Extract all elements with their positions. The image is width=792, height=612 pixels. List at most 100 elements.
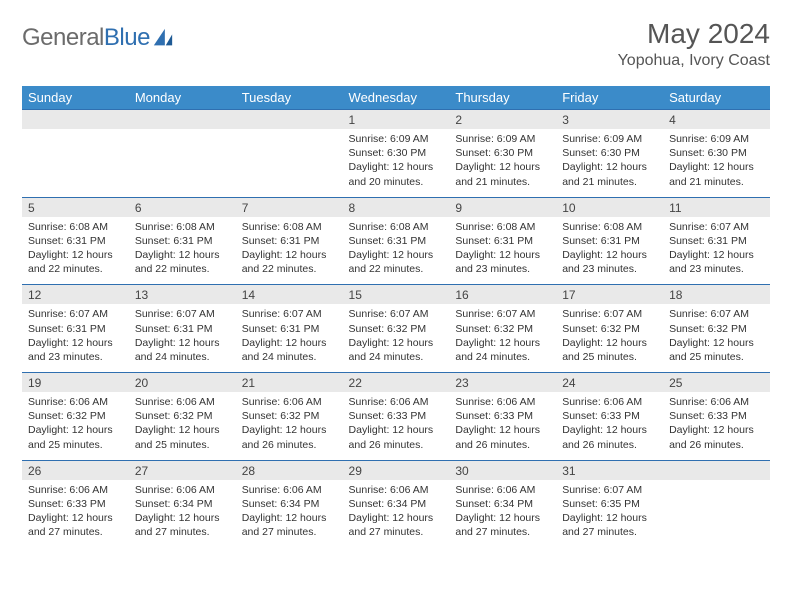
- day-number: 24: [556, 373, 663, 393]
- day-detail: Sunrise: 6:06 AMSunset: 6:32 PMDaylight:…: [129, 392, 236, 460]
- detail-row: Sunrise: 6:06 AM Sunset: 6:33 PM Daylight:…: [22, 480, 770, 548]
- daylight-line: Daylight: 12 hours and 26 minutes.: [562, 423, 657, 451]
- day-detail: Sunrise: 6:06 AMSunset: 6:34 PMDaylight:…: [129, 480, 236, 548]
- sunset-line: Sunset: 6:31 PM: [242, 322, 337, 336]
- sunrise-line: Sunrise: 6:07 AM: [669, 220, 764, 234]
- day-number: 5: [22, 197, 129, 217]
- sunrise-line: Sunrise: 6:07 AM: [455, 307, 550, 321]
- sunset-line: Sunset: 6:34 PM: [455, 497, 550, 511]
- day-detail: Sunrise: 6:06 AMSunset: 6:33 PMDaylight:…: [556, 392, 663, 460]
- day-detail: Sunrise: 6:06 AMSunset: 6:33 PMDaylight:…: [663, 392, 770, 460]
- day-detail: Sunrise: 6:08 AMSunset: 6:31 PMDaylight:…: [556, 217, 663, 285]
- day-detail: [22, 129, 129, 197]
- title-block: May 2024 Yopohua, Ivory Coast: [618, 18, 770, 70]
- day-number: 3: [556, 110, 663, 130]
- day-number: [663, 460, 770, 480]
- sunrise-line: Sunrise: 6:06 AM: [669, 395, 764, 409]
- daylight-line: Daylight: 12 hours and 26 minutes.: [669, 423, 764, 451]
- sunset-line: Sunset: 6:34 PM: [349, 497, 444, 511]
- sunrise-line: Sunrise: 6:08 AM: [28, 220, 123, 234]
- dow-sunday: Sunday: [22, 86, 129, 110]
- day-number: 22: [343, 373, 450, 393]
- sunset-line: Sunset: 6:32 PM: [28, 409, 123, 423]
- sunrise-line: Sunrise: 6:07 AM: [349, 307, 444, 321]
- day-number: 25: [663, 373, 770, 393]
- day-detail: Sunrise: 6:06 AMSunset: 6:32 PMDaylight:…: [236, 392, 343, 460]
- sunrise-line: Sunrise: 6:08 AM: [562, 220, 657, 234]
- day-detail: Sunrise: 6:07 AMSunset: 6:32 PMDaylight:…: [449, 304, 556, 372]
- daylight-line: Daylight: 12 hours and 25 minutes.: [669, 336, 764, 364]
- sunrise-line: Sunrise: 6:09 AM: [562, 132, 657, 146]
- sunset-line: Sunset: 6:32 PM: [242, 409, 337, 423]
- sunset-line: Sunset: 6:30 PM: [455, 146, 550, 160]
- day-number: 28: [236, 460, 343, 480]
- sunset-line: Sunset: 6:31 PM: [669, 234, 764, 248]
- sunrise-line: Sunrise: 6:09 AM: [455, 132, 550, 146]
- sunrise-line: Sunrise: 6:06 AM: [455, 395, 550, 409]
- day-number: 21: [236, 373, 343, 393]
- sunset-line: Sunset: 6:32 PM: [562, 322, 657, 336]
- day-detail: Sunrise: 6:06 AMSunset: 6:33 PMDaylight:…: [449, 392, 556, 460]
- sunset-line: Sunset: 6:32 PM: [455, 322, 550, 336]
- day-detail: [129, 129, 236, 197]
- daylight-line: Daylight: 12 hours and 26 minutes.: [455, 423, 550, 451]
- daylight-line: Daylight: 12 hours and 21 minutes.: [455, 160, 550, 188]
- sunrise-line: Sunrise: 6:08 AM: [455, 220, 550, 234]
- sunset-line: Sunset: 6:30 PM: [349, 146, 444, 160]
- daylight-line: Daylight: 12 hours and 21 minutes.: [562, 160, 657, 188]
- day-number: 8: [343, 197, 450, 217]
- day-number: 15: [343, 285, 450, 305]
- sunrise-line: Sunrise: 6:06 AM: [349, 395, 444, 409]
- day-detail: Sunrise: 6:08 AMSunset: 6:31 PMDaylight:…: [129, 217, 236, 285]
- day-detail: [663, 480, 770, 548]
- sunrise-line: Sunrise: 6:08 AM: [135, 220, 230, 234]
- detail-row: Sunrise: 6:06 AMSunset: 6:32 PMDaylight:…: [22, 392, 770, 460]
- sunrise-line: Sunrise: 6:06 AM: [135, 483, 230, 497]
- daylight-line: Daylight: 12 hours and 23 minutes.: [669, 248, 764, 276]
- sunrise-line: Sunrise: 6:08 AM: [349, 220, 444, 234]
- calendar-table: SundayMondayTuesdayWednesdayThursdayFrid…: [22, 86, 770, 547]
- detail-row: Sunrise: 6:09 AMSunset: 6:30 PMDaylight:…: [22, 129, 770, 197]
- daylight-line: Daylight: 12 hours and 23 minutes.: [562, 248, 657, 276]
- logo-sail-icon: [152, 27, 174, 49]
- day-detail: Sunrise: 6:06 AMSunset: 6:34 PMDaylight:…: [449, 480, 556, 548]
- daylight-line: Daylight: 12 hours and 27 minutes.: [455, 511, 550, 539]
- day-number: [236, 110, 343, 130]
- daylight-line: Daylight: 12 hours and 22 minutes.: [349, 248, 444, 276]
- sunset-line: Sunset: 6:33 PM: [562, 409, 657, 423]
- dow-thursday: Thursday: [449, 86, 556, 110]
- day-detail: Sunrise: 6:09 AMSunset: 6:30 PMDaylight:…: [556, 129, 663, 197]
- day-number: 19: [22, 373, 129, 393]
- sunrise-line: Sunrise: 6:09 AM: [349, 132, 444, 146]
- day-detail: Sunrise: 6:08 AMSunset: 6:31 PMDaylight:…: [343, 217, 450, 285]
- sunrise-line: Sunrise: 6:07 AM: [669, 307, 764, 321]
- day-number: 20: [129, 373, 236, 393]
- day-detail: Sunrise: 6:07 AMSunset: 6:32 PMDaylight:…: [663, 304, 770, 372]
- sunrise-line: Sunrise: 6:06 AM: [455, 483, 550, 497]
- daynum-row: 12131415161718: [22, 285, 770, 305]
- dow-monday: Monday: [129, 86, 236, 110]
- location: Yopohua, Ivory Coast: [618, 52, 770, 70]
- sunset-line: Sunset: 6:32 PM: [349, 322, 444, 336]
- day-number: 23: [449, 373, 556, 393]
- sunset-line: Sunset: 6:32 PM: [135, 409, 230, 423]
- daylight-line: Daylight: 12 hours and 22 minutes.: [28, 248, 123, 276]
- sunset-line: Sunset: 6:34 PM: [242, 497, 337, 511]
- sunset-line: Sunset: 6:31 PM: [562, 234, 657, 248]
- daylight-line: Daylight: 12 hours and 25 minutes.: [135, 423, 230, 451]
- day-detail: Sunrise: 6:09 AMSunset: 6:30 PMDaylight:…: [449, 129, 556, 197]
- dow-wednesday: Wednesday: [343, 86, 450, 110]
- sunset-line: Sunset: 6:33 PM: [28, 497, 123, 511]
- day-number: [129, 110, 236, 130]
- day-number: 12: [22, 285, 129, 305]
- dow-row: SundayMondayTuesdayWednesdayThursdayFrid…: [22, 86, 770, 110]
- sunrise-line: Sunrise: 6:06 AM: [562, 395, 657, 409]
- daylight-line: Daylight: 12 hours and 27 minutes.: [242, 511, 337, 539]
- day-number: 6: [129, 197, 236, 217]
- day-number: 9: [449, 197, 556, 217]
- day-detail: Sunrise: 6:07 AMSunset: 6:32 PMDaylight:…: [343, 304, 450, 372]
- day-detail: Sunrise: 6:08 AMSunset: 6:31 PMDaylight:…: [22, 217, 129, 285]
- day-detail: Sunrise: 6:06 AMSunset: 6:33 PMDaylight:…: [22, 480, 129, 548]
- day-number: 2: [449, 110, 556, 130]
- header: GeneralBlue May 2024 Yopohua, Ivory Coas…: [22, 18, 770, 70]
